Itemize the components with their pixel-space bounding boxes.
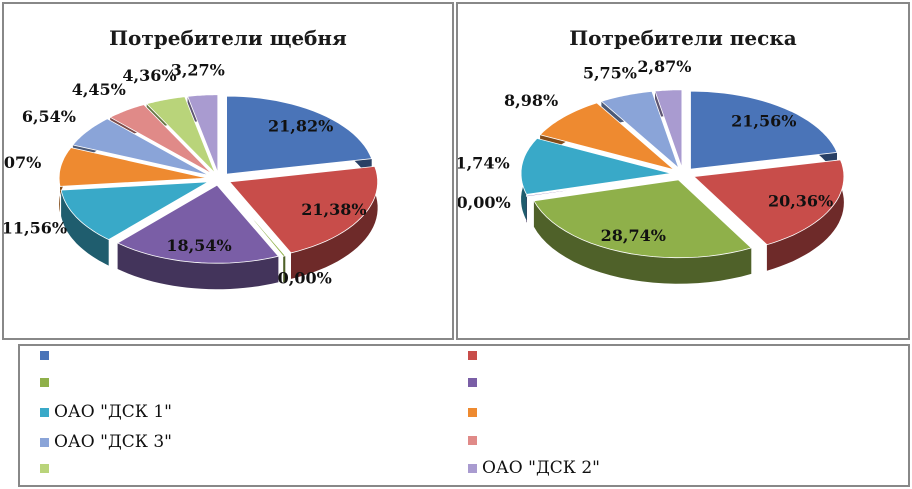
pie-slice — [60, 181, 209, 241]
slice-data-label: 5,75% — [583, 63, 637, 82]
slice-data-label: 21,82% — [268, 116, 333, 135]
slice-data-label: 0,00% — [458, 193, 511, 212]
pie-slice — [690, 90, 838, 170]
legend-swatch — [40, 464, 49, 473]
pie-slice-side — [61, 190, 109, 266]
slice-data-label: 18,54% — [166, 236, 231, 255]
legend-swatch — [468, 408, 477, 417]
legend-item: ОАО "ДСК 3" — [40, 432, 172, 452]
legend-swatch — [468, 378, 477, 387]
slice-data-label: 4,36% — [122, 66, 176, 85]
pie-slice-side — [117, 243, 279, 290]
chart-panel-left: Потребители щебня 21,82% 21,38% 0,00% 18,54… — [2, 2, 454, 340]
pie-slice — [58, 147, 208, 187]
legend-swatch — [40, 438, 49, 447]
slice-data-label: 11,74% — [458, 154, 510, 173]
chart-panel-right: Потребители песка 21,56% 20,36% 28,74% 0,00… — [456, 2, 910, 340]
chart-title: Потребители щебня — [109, 26, 347, 50]
pie-slice — [692, 159, 845, 246]
slice-data-label: 6,54% — [22, 107, 76, 126]
legend: ОАО "ДСК 1" ОАО "ДСК 3" ОАО "ДСК 2" — [18, 344, 910, 487]
slice-data-label: 3,27% — [171, 61, 225, 80]
slice-data-label: 21,56% — [731, 112, 796, 131]
slice-data-label: 2,87% — [637, 57, 691, 76]
pie-slice — [145, 96, 216, 174]
pie-slice — [223, 184, 287, 257]
slice-data-label: 8,98% — [504, 91, 558, 110]
pie-slice-side — [283, 255, 286, 283]
pie-slice — [520, 137, 672, 195]
legend-label: ОАО "ДСК 1" — [54, 402, 172, 422]
pie-slice — [533, 179, 753, 259]
pie-slice — [526, 175, 672, 198]
chart-title: Потребители песка — [569, 26, 797, 50]
slice-data-label: 28,74% — [601, 226, 666, 245]
legend-swatch — [468, 351, 477, 360]
slice-data-label: 11,56% — [4, 218, 67, 237]
pie-slice — [228, 165, 378, 254]
pie-slice-side — [291, 166, 378, 279]
legend-swatch — [40, 408, 49, 417]
legend-swatch — [40, 378, 49, 387]
slice-data-label: 4,45% — [72, 80, 126, 99]
legend-label: ОАО "ДСК 3" — [54, 432, 172, 452]
pie-chart-gravel: 21,82% 21,38% 0,00% 18,54% 11,56% 8,07% 6,54% 4… — [4, 61, 378, 290]
pie-slice — [539, 102, 675, 171]
pie-slice — [109, 104, 213, 175]
pie-chart-sand: 21,56% 20,36% 28,74% 0,00% 11,74% 8,98% 5,75%2… — [458, 57, 845, 284]
legend-item: ОАО "ДСК 2" — [468, 458, 600, 478]
pie-slice — [226, 95, 373, 175]
pie-slice — [187, 94, 219, 173]
slice-data-label: 0,00% — [278, 268, 332, 287]
pie-slice-side — [533, 200, 752, 284]
pie-slice-side — [766, 159, 844, 271]
pie-slice — [600, 90, 680, 170]
pie-slice — [116, 184, 280, 264]
pie-slice — [72, 118, 210, 176]
slice-data-label: 8,07% — [4, 153, 41, 172]
legend-item: ОАО "ДСК 1" — [40, 402, 172, 422]
legend-swatch — [468, 436, 477, 445]
pie-slice — [654, 89, 683, 168]
legend-swatch — [468, 464, 477, 473]
slice-data-label: 21,38% — [301, 200, 366, 219]
legend-swatch — [40, 351, 49, 360]
legend-label: ОАО "ДСК 2" — [482, 458, 600, 478]
slice-data-label: 20,36% — [768, 192, 833, 211]
